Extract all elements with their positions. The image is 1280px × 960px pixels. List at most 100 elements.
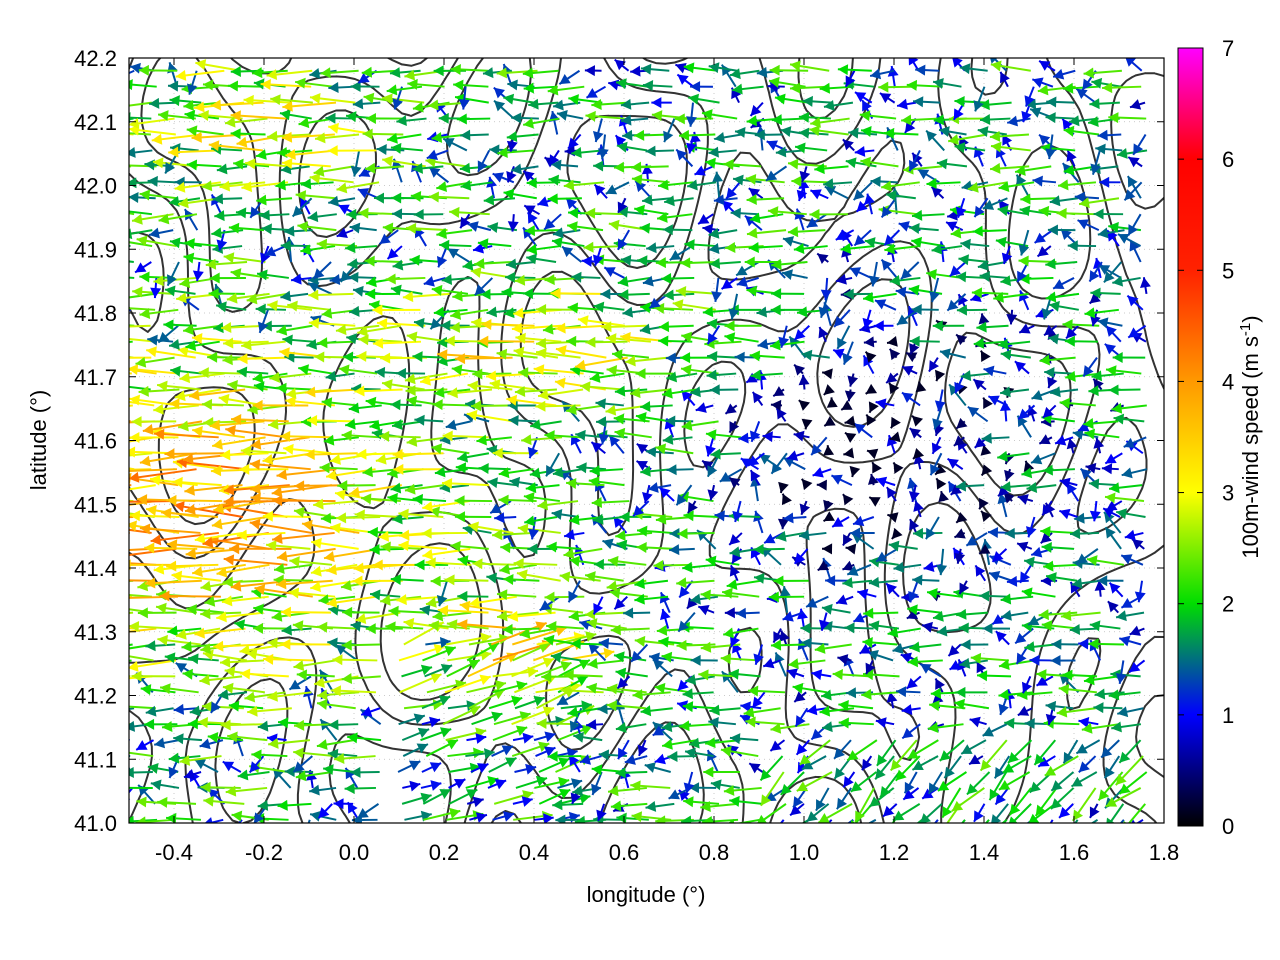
wind-arrow-head xyxy=(192,270,204,282)
wind-arrow-head xyxy=(460,129,471,141)
wind-arrow-head xyxy=(948,645,960,656)
wind-arrow-head xyxy=(227,731,238,743)
wind-arrow-head xyxy=(854,234,866,246)
wind-arrow-head xyxy=(503,93,515,105)
wind-arrow-head xyxy=(194,101,205,113)
wind-arrow-head xyxy=(223,337,234,349)
wind-arrow-head xyxy=(768,591,779,603)
wind-arrow-head xyxy=(687,179,698,191)
wind-arrow-head xyxy=(1021,681,1033,694)
wind-arrow-head xyxy=(169,398,180,410)
wind-arrow-head xyxy=(1026,405,1038,417)
wind-arrow-head xyxy=(157,796,168,808)
wind-arrow-head xyxy=(860,156,872,168)
wind-arrow-head xyxy=(390,399,401,411)
wind-arrow xyxy=(129,579,152,582)
wind-arrow-head xyxy=(422,501,433,512)
wind-arrow-head xyxy=(818,813,830,823)
wind-arrow-head xyxy=(1034,232,1046,243)
wind-arrow-head xyxy=(1072,809,1084,821)
wind-arrow-head xyxy=(1018,244,1030,256)
wind-arrow-head xyxy=(129,228,133,240)
wind-arrow-head xyxy=(524,515,536,527)
wind-arrow-head xyxy=(183,769,196,780)
wind-arrow-head xyxy=(566,478,577,489)
wind-arrow-head xyxy=(847,565,859,576)
wind-arrow xyxy=(847,819,854,823)
wind-arrow-head xyxy=(677,528,688,540)
wind-arrow-head xyxy=(635,412,647,423)
wind-arrow-head xyxy=(955,480,967,492)
wind-arrow-head xyxy=(413,317,425,329)
wind-arrow-head xyxy=(118,592,128,603)
wind-arrow-head xyxy=(1017,541,1029,553)
wind-arrow-head xyxy=(688,93,700,105)
wind-arrow-head xyxy=(1042,406,1054,418)
wind-arrow-head xyxy=(349,222,361,234)
wind-arrow xyxy=(129,643,133,647)
wind-arrow-head xyxy=(979,270,991,282)
wind-arrow-head xyxy=(234,619,246,631)
wind-arrow-head xyxy=(489,144,500,156)
wind-arrow-head xyxy=(1084,428,1096,440)
wind-arrow-head xyxy=(709,704,720,716)
wind-arrow-head xyxy=(947,458,959,469)
wind-arrow-head xyxy=(811,669,823,681)
wind-arrow-head xyxy=(406,435,418,447)
wind-arrow xyxy=(867,818,877,823)
wind-arrow-head xyxy=(806,217,819,228)
wind-arrow-head xyxy=(980,759,992,771)
wind-arrow-head xyxy=(768,76,780,88)
wind-arrow-head xyxy=(336,182,348,194)
wind-arrow-head xyxy=(457,555,469,567)
wind-arrow-head xyxy=(1072,428,1084,440)
wind-arrow-head xyxy=(342,606,353,618)
wind-arrow xyxy=(129,738,130,742)
wind-arrow-head xyxy=(111,589,121,600)
wind-arrow-head xyxy=(842,534,853,546)
wind-arrow-head xyxy=(976,661,987,674)
wind-arrow-head xyxy=(867,448,879,460)
wind-arrow-head xyxy=(341,673,353,685)
wind-arrow-head xyxy=(144,718,155,730)
wind-arrow-head xyxy=(806,597,818,608)
wind-arrow-head xyxy=(593,160,604,172)
wind-arrow-head xyxy=(506,171,517,183)
wind-arrow-head xyxy=(138,385,149,397)
wind-arrow-head xyxy=(683,510,694,522)
wind-arrow-head xyxy=(145,640,156,652)
wind-arrow-head xyxy=(239,644,251,656)
wind-arrow-head xyxy=(187,718,198,730)
wind-arrow-head xyxy=(705,555,717,567)
wind-arrow-head xyxy=(267,690,278,702)
wind-arrow-head xyxy=(710,779,722,791)
wind-arrow-head xyxy=(295,190,307,202)
wind-arrow-head xyxy=(454,511,465,523)
wind-arrow-head xyxy=(1040,532,1052,544)
wind-arrow-head xyxy=(862,317,874,329)
wind-arrow-head xyxy=(186,159,198,171)
wind-arrow xyxy=(1127,803,1147,823)
wind-arrow-head xyxy=(338,364,350,376)
wind-arrow-head xyxy=(567,302,579,314)
wind-arrow-head xyxy=(1045,713,1057,725)
wind-arrow-head xyxy=(259,209,270,221)
wind-arrow-head xyxy=(568,590,579,603)
wind-arrow-head xyxy=(620,331,631,343)
wind-arrow-head xyxy=(1063,164,1075,176)
wind-arrow-head xyxy=(832,517,844,527)
wind-arrow-head xyxy=(814,163,825,175)
wind-arrow-head xyxy=(153,403,164,415)
wind-arrow-head xyxy=(861,126,872,137)
wind-arrow-head xyxy=(1105,796,1118,807)
wind-arrow-head xyxy=(544,746,556,757)
wind-arrow-head xyxy=(1104,766,1115,779)
wind-arrow-head xyxy=(98,80,108,91)
wind-arrow-head xyxy=(630,65,641,77)
wind-arrow xyxy=(129,516,134,519)
wind-arrow-head xyxy=(631,161,642,173)
wind-arrow-head xyxy=(136,494,148,506)
wind-arrow-head xyxy=(492,447,503,459)
wind-arrow-head xyxy=(449,206,460,218)
wind-arrow-head xyxy=(614,598,626,610)
